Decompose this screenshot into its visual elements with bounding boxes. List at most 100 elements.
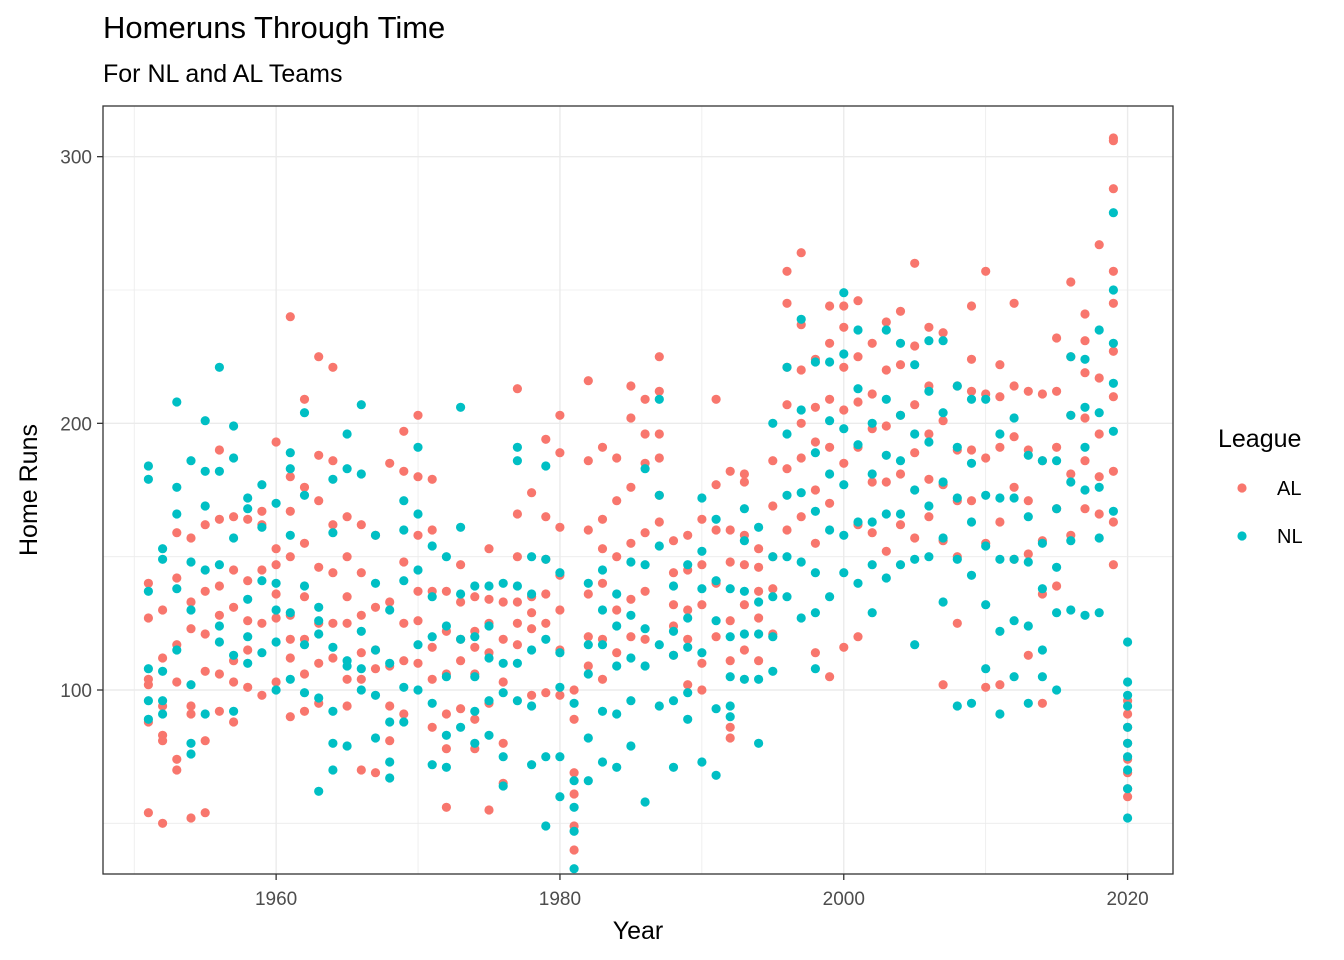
data-point-al: [995, 517, 1005, 527]
data-point-nl: [484, 653, 494, 663]
data-point-al: [271, 544, 281, 554]
data-point-nl: [328, 474, 338, 484]
data-point-nl: [853, 325, 863, 335]
data-point-al: [1094, 429, 1104, 439]
data-point-al: [683, 680, 693, 690]
data-point-nl: [512, 696, 523, 706]
data-point-al: [229, 717, 239, 727]
data-point-nl: [895, 560, 906, 570]
data-point-nl: [668, 581, 679, 591]
data-point-nl: [711, 704, 721, 714]
data-point-al: [399, 466, 409, 476]
data-point-nl: [952, 442, 962, 452]
data-point-nl: [484, 621, 494, 631]
data-point-al: [512, 509, 523, 519]
data-point-nl: [796, 405, 806, 415]
data-point-al: [839, 301, 849, 311]
data-point-nl: [541, 634, 551, 644]
data-point-nl: [143, 474, 153, 484]
data-point-al: [299, 706, 310, 716]
data-point-nl: [668, 626, 679, 636]
data-point-al: [768, 584, 778, 594]
data-point-nl: [895, 338, 906, 348]
data-point-al: [1080, 456, 1090, 466]
data-point-al: [399, 709, 409, 719]
data-point-nl: [711, 576, 721, 586]
data-point-nl: [441, 552, 451, 562]
data-point-nl: [966, 698, 977, 708]
data-point-al: [654, 386, 664, 396]
data-point-nl: [229, 650, 239, 660]
data-point-al: [342, 592, 352, 602]
data-point-al: [782, 464, 792, 474]
data-point-nl: [512, 456, 523, 466]
data-point-al: [754, 562, 764, 572]
data-point-al: [399, 557, 409, 567]
data-point-nl: [143, 461, 153, 471]
data-point-al: [725, 525, 735, 535]
data-point-nl: [640, 624, 650, 634]
data-point-nl: [1108, 378, 1118, 388]
data-point-al: [512, 640, 523, 650]
data-point-nl: [725, 672, 735, 682]
data-point-al: [938, 328, 948, 338]
data-point-nl: [1052, 504, 1062, 514]
data-point-al: [924, 512, 934, 522]
data-point-nl: [541, 752, 551, 762]
data-point-nl: [314, 693, 324, 703]
data-point-nl: [328, 642, 338, 652]
data-point-nl: [257, 480, 267, 490]
data-point-al: [399, 656, 409, 666]
data-point-al: [754, 613, 764, 623]
data-point-nl: [200, 709, 210, 719]
data-point-nl: [654, 541, 664, 551]
data-point-al: [541, 434, 551, 444]
data-point-al: [143, 680, 153, 690]
data-point-nl: [456, 522, 466, 532]
data-point-al: [966, 301, 977, 311]
data-point-al: [910, 400, 920, 410]
data-point-al: [881, 546, 891, 556]
data-point-al: [229, 602, 239, 612]
data-point-nl: [1023, 621, 1033, 631]
data-point-al: [796, 248, 806, 258]
data-point-al: [214, 610, 224, 620]
data-point-al: [881, 421, 891, 431]
data-point-nl: [484, 696, 494, 706]
data-point-al: [399, 618, 409, 628]
data-point-al: [895, 360, 906, 370]
data-point-al: [640, 429, 650, 439]
data-point-al: [214, 514, 224, 524]
plot-border: [102, 105, 1174, 875]
data-point-al: [271, 613, 281, 623]
data-point-nl: [328, 706, 338, 716]
data-point-nl: [839, 424, 849, 434]
data-point-al: [895, 469, 906, 479]
data-point-nl: [924, 386, 934, 396]
data-point-nl: [1094, 482, 1104, 492]
data-point-nl: [541, 461, 551, 471]
data-point-nl: [1108, 426, 1118, 436]
data-point-nl: [314, 629, 324, 639]
grid-lines: [103, 106, 1173, 874]
data-point-al: [1080, 368, 1090, 378]
data-point-nl: [640, 560, 650, 570]
data-point-al: [583, 632, 593, 642]
data-point-al: [1066, 277, 1076, 287]
data-point-nl: [881, 394, 891, 404]
data-point-nl: [186, 749, 196, 759]
data-point-nl: [285, 674, 295, 684]
data-point-nl: [569, 776, 579, 786]
data-point-al: [668, 600, 679, 610]
data-point-al: [200, 520, 210, 530]
data-point-al: [966, 445, 977, 455]
data-point-nl: [952, 554, 962, 564]
data-point-al: [342, 674, 352, 684]
data-point-al: [399, 426, 409, 436]
data-point-nl: [995, 626, 1005, 636]
data-point-al: [597, 514, 608, 524]
data-point-nl: [1052, 608, 1062, 618]
data-point-al: [626, 413, 636, 423]
data-point-al: [796, 453, 806, 463]
data-point-al: [626, 538, 636, 548]
